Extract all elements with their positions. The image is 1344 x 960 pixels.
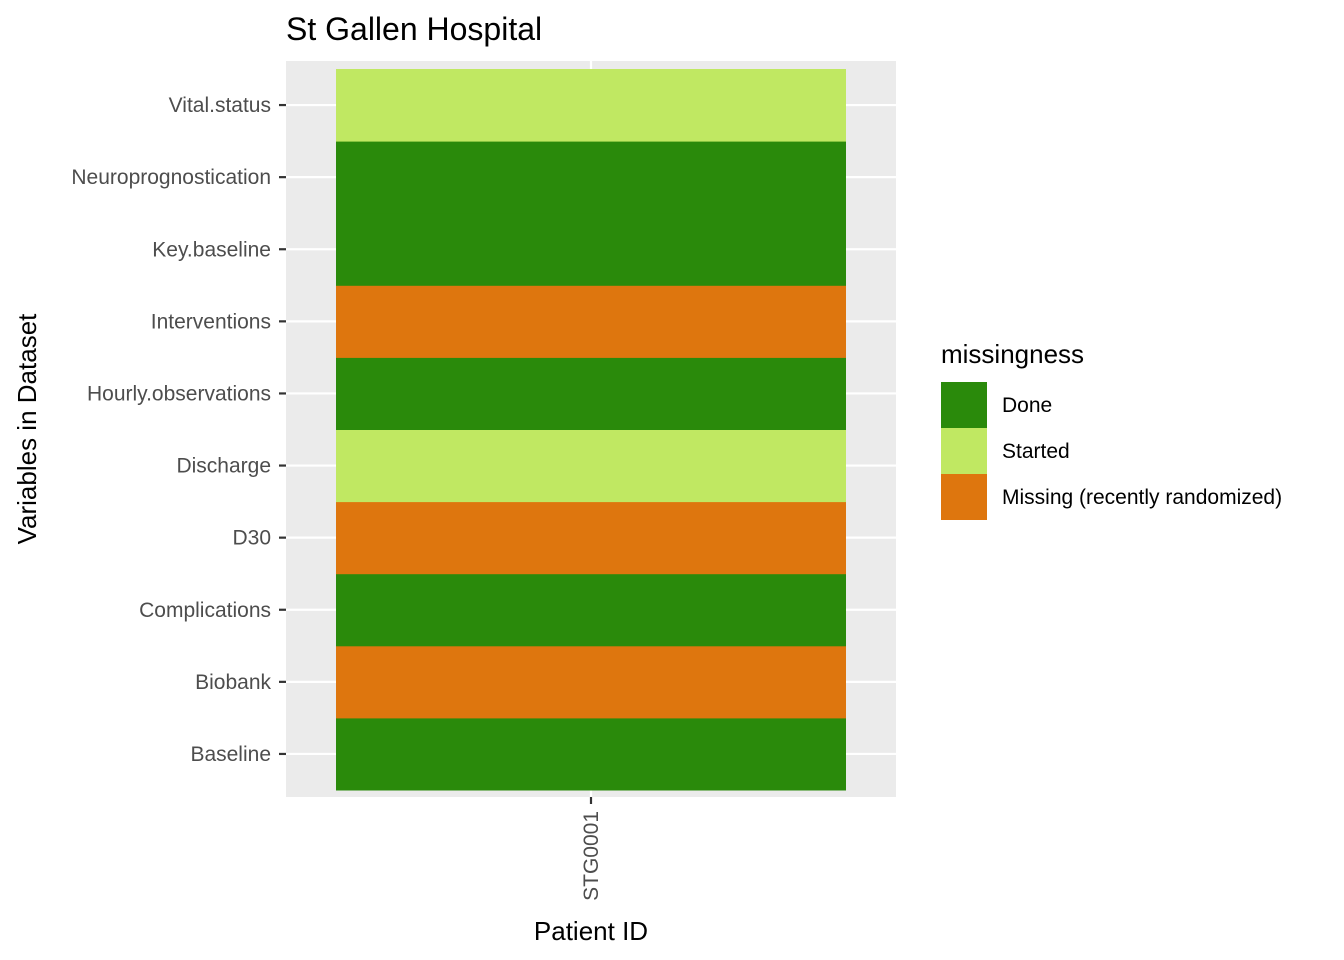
legend-label: Started xyxy=(1002,440,1070,463)
heatmap-cell xyxy=(336,717,846,791)
heatmap-cell xyxy=(336,501,846,575)
y-tick-label: Hourly.observations xyxy=(87,382,271,405)
heatmap-cells xyxy=(336,69,846,791)
x-tick-label: STG0001 xyxy=(580,811,603,901)
legend-key xyxy=(941,382,987,428)
y-tick-label: Interventions xyxy=(151,310,271,333)
y-tick-label: Discharge xyxy=(176,455,271,478)
legend-key xyxy=(941,428,987,474)
legend-label: Done xyxy=(1002,394,1052,417)
legend-label: Missing (recently randomized) xyxy=(1002,486,1282,509)
heatmap-cell xyxy=(336,69,846,142)
y-tick-label: Baseline xyxy=(190,743,271,766)
y-tick-label: Neuroprognostication xyxy=(71,166,271,189)
y-tick-label: Complications xyxy=(139,599,271,622)
legend-key xyxy=(941,474,987,520)
x-axis: STG0001 xyxy=(580,797,603,901)
chart-title: St Gallen Hospital xyxy=(286,11,542,47)
heatmap-cell xyxy=(336,429,846,503)
legend-items: Done Started Missing (recently randomized) xyxy=(941,382,1282,520)
heatmap-cell xyxy=(336,141,846,214)
y-tick-label: Biobank xyxy=(195,671,271,694)
legend: missingness Done Started Missing (recently… xyxy=(941,339,1282,520)
heatmap-cell xyxy=(336,213,846,286)
legend-title: missingness xyxy=(941,339,1084,369)
heatmap-cell xyxy=(336,573,846,647)
y-tick-label: D30 xyxy=(232,527,271,550)
heatmap-cell xyxy=(336,357,846,430)
y-axis: Baseline Biobank Complications D30 Discharge… xyxy=(71,94,286,766)
heatmap-cell xyxy=(336,645,846,719)
y-tick-label: Key.baseline xyxy=(152,238,271,261)
y-axis-title: Variables in Dataset xyxy=(12,313,42,545)
x-axis-title: Patient ID xyxy=(534,916,648,946)
y-tick-label: Vital.status xyxy=(169,94,271,117)
heatmap-cell xyxy=(336,285,846,358)
